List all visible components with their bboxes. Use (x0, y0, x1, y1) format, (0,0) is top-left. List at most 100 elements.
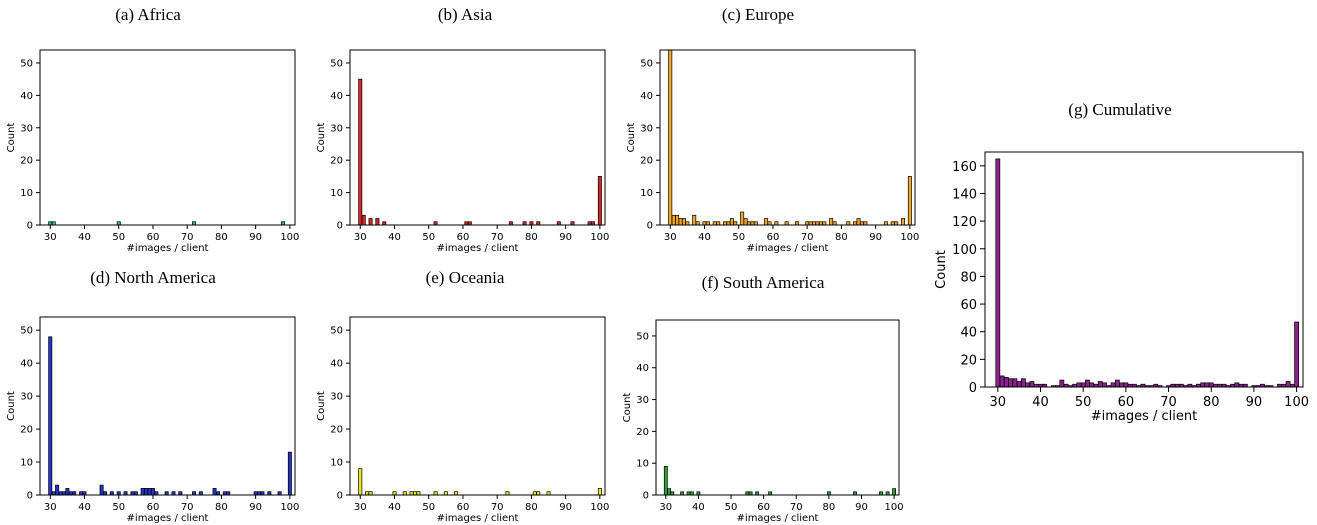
chart-title-north-america: (d) North America (90, 268, 216, 287)
x-tick-label: 90 (559, 232, 572, 243)
bar (99, 484, 104, 496)
bar (375, 218, 380, 226)
x-tick-label: 40 (1032, 395, 1049, 410)
y-axis-label: Count (316, 123, 327, 153)
y-tick-label: 0 (337, 491, 343, 502)
bar (1114, 379, 1120, 388)
bar (764, 218, 769, 226)
bar (358, 78, 363, 226)
bar (675, 214, 680, 226)
x-tick-label: 60 (147, 232, 160, 243)
x-tick-label: 70 (790, 502, 803, 513)
bar (1200, 382, 1206, 388)
bar (995, 158, 1001, 388)
y-tick-label: 30 (330, 123, 343, 134)
y-tick-label: 60 (960, 298, 977, 313)
plot-frame (984, 151, 1304, 388)
x-axis-label: #images / client (1091, 409, 1198, 424)
y-tick-label: 0 (27, 221, 33, 232)
x-tick-label: 100 (590, 232, 609, 243)
y-tick-label: 20 (20, 425, 33, 436)
y-tick-label: 30 (636, 395, 649, 406)
y-axis-label: Count (6, 123, 17, 153)
x-tick-label: 60 (457, 232, 470, 243)
y-tick-label: 0 (337, 221, 343, 232)
x-tick-label: 30 (354, 502, 367, 513)
plot-frame (39, 316, 296, 496)
bar (892, 488, 897, 496)
x-tick-label: 40 (388, 232, 401, 243)
bar (1059, 379, 1065, 388)
x-tick-label: 40 (698, 232, 711, 243)
y-axis-label: Count (6, 391, 17, 421)
x-axis-label: #images / client (737, 513, 819, 524)
x-tick-label: 80 (525, 502, 538, 513)
x-tick-label: 50 (112, 502, 125, 513)
x-tick-label: 40 (388, 502, 401, 513)
bar (65, 488, 70, 496)
bar (1097, 381, 1103, 388)
bar (144, 488, 149, 496)
bar (287, 451, 292, 496)
y-tick-label: 50 (330, 326, 343, 337)
bar (1016, 381, 1022, 388)
bar (1080, 382, 1086, 388)
x-axis-label: #images / client (437, 243, 519, 254)
x-tick-label: 100 (885, 502, 904, 513)
bar (1110, 382, 1116, 388)
chart-cumulative: 30 40 50 60 70 80 90 100 0 20 40 60 80 100 120 140 160 #i… (934, 151, 1309, 424)
y-axis-label: Count (934, 250, 949, 289)
x-tick-label: 90 (559, 502, 572, 513)
x-tick-label: 50 (725, 502, 738, 513)
y-tick-label: 30 (640, 123, 653, 134)
y-tick-label: 120 (952, 215, 977, 230)
y-tick-label: 30 (20, 123, 33, 134)
x-tick-label: 60 (757, 502, 770, 513)
bar (692, 214, 697, 226)
bar (901, 218, 905, 226)
bar (667, 488, 671, 496)
bar (1025, 382, 1031, 388)
y-tick-label: 10 (636, 459, 649, 470)
x-tick-label: 30 (354, 232, 367, 243)
x-axis-label: #images / client (127, 513, 209, 524)
x-tick-label: 70 (491, 502, 504, 513)
bar (671, 214, 676, 226)
x-tick-label: 100 (900, 232, 919, 243)
bar (1119, 382, 1124, 388)
y-tick-label: 10 (330, 188, 343, 199)
x-tick-label: 40 (692, 502, 705, 513)
y-tick-label: 100 (952, 243, 977, 258)
bar (1294, 321, 1299, 388)
y-tick-label: 20 (330, 156, 343, 167)
y-tick-label: 20 (20, 156, 33, 167)
bar (1012, 378, 1018, 388)
y-tick-label: 50 (636, 331, 649, 342)
chart-title-asia: (b) Asia (437, 5, 493, 24)
x-tick-label: 100 (280, 502, 299, 513)
x-tick-label: 90 (1246, 395, 1263, 410)
bar (1021, 378, 1026, 388)
bar (1102, 382, 1107, 388)
y-tick-label: 50 (20, 326, 33, 337)
x-tick-label: 100 (280, 232, 299, 243)
y-tick-label: 20 (960, 353, 977, 368)
bar (48, 336, 53, 496)
bar (1208, 382, 1214, 388)
y-tick-label: 20 (640, 156, 653, 167)
bar (1234, 382, 1240, 388)
bar (729, 218, 734, 226)
y-tick-label: 40 (960, 326, 977, 341)
bar (1123, 382, 1129, 388)
y-tick-label: 40 (330, 359, 343, 370)
x-tick-label: 100 (590, 502, 609, 513)
x-tick-label: 40 (78, 502, 91, 513)
plot-frame (349, 49, 606, 226)
chart-title-africa: (a) Africa (115, 5, 181, 24)
bar (678, 218, 683, 226)
bar (1285, 381, 1291, 388)
y-tick-label: 40 (20, 91, 33, 102)
